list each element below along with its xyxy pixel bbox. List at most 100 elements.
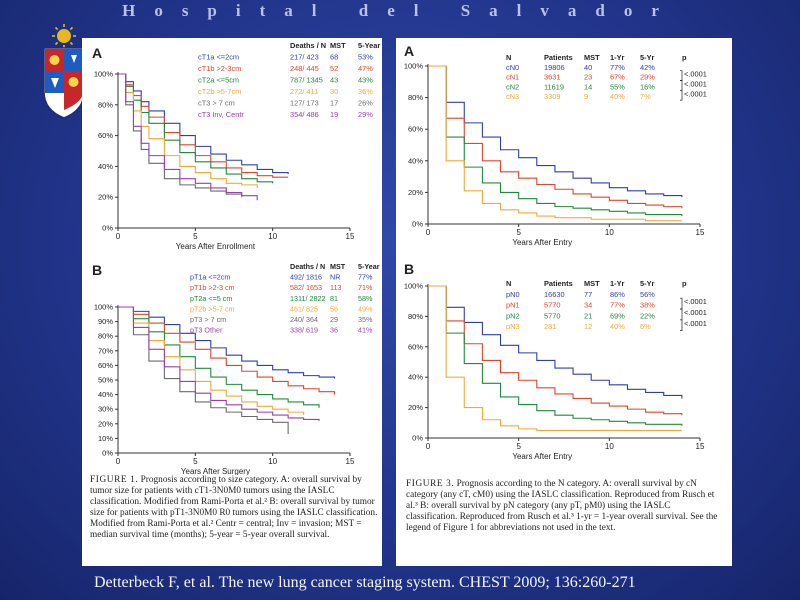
y-tick-label: 30%: [98, 405, 113, 414]
figure-3b-chart: B 0% 20% 40% 60% 80% 100% 0 5 10 15 Years After Ent…: [404, 261, 707, 461]
x-tick-label: 5: [193, 457, 198, 466]
table-cell: 56%: [640, 290, 655, 299]
survival-curve-pt1a: [118, 306, 336, 379]
table-cell: 53%: [358, 53, 373, 62]
table-cell: 81: [330, 294, 338, 303]
hospital-crest-logo: [43, 24, 85, 119]
table-header: MST: [330, 262, 346, 271]
table-cell: 36%: [358, 87, 373, 96]
x-tick-label: 0: [116, 457, 121, 466]
table-cell: 113: [330, 283, 341, 292]
table-cell: 3309: [544, 92, 560, 101]
table-cell: 68: [330, 53, 338, 62]
table-cell: 77: [584, 290, 592, 299]
table-header: p: [682, 279, 687, 288]
x-tick-label: 15: [346, 232, 355, 241]
p-value-bracket: [680, 308, 683, 321]
x-tick-label: 15: [696, 442, 705, 451]
table-cell: 12: [584, 322, 592, 331]
table-cell: 29%: [640, 73, 655, 82]
table-cell: pT2b >5-7 cm: [190, 304, 235, 313]
table-cell: 582/ 1653: [290, 283, 322, 292]
table-cell: 35%: [358, 315, 373, 324]
x-axis-title: Years After Entry: [512, 452, 572, 461]
y-tick-label: 70%: [98, 346, 113, 355]
y-tick-label: 90%: [98, 317, 113, 326]
p-value-label: <.0001: [684, 319, 707, 328]
table-cell: 40%: [610, 322, 625, 331]
table-cell: 5770: [544, 301, 560, 310]
table-header: N: [506, 279, 511, 288]
figure-1-caption-label: FIGURE 1.: [90, 475, 139, 485]
x-tick-label: 0: [426, 442, 431, 451]
figure-3-caption-text: Prognosis according to the N category. A…: [406, 479, 718, 533]
shield-icon: [43, 47, 85, 119]
table-cell: 47%: [358, 64, 373, 73]
table-cell: 9: [584, 92, 588, 101]
table-cell: 30: [330, 87, 338, 96]
survival-curve-ct1a: [118, 73, 289, 175]
panel-letter: B: [92, 262, 102, 278]
table-cell: cT2b >5-7cm: [198, 87, 241, 96]
table-cell: 19806: [544, 63, 565, 72]
figure-3a-chart: A 0% 20% 40% 60% 80% 100% 0 5 10 15 Years After Ent…: [404, 43, 707, 247]
figure-1-caption: FIGURE 1. Prognosis according to size ca…: [90, 475, 378, 541]
table-cell: 29: [330, 315, 338, 324]
figure-1-panel: A 0% 20% 40% 60% 80% 100% 0 5 10 15 Years After Enr…: [82, 38, 382, 566]
x-tick-label: 5: [193, 232, 198, 241]
table-cell: pT2a <=5 cm: [190, 294, 232, 303]
table-cell: cT1a <=2cm: [198, 53, 239, 62]
figure-1-caption-text: Prognosis according to size category. A:…: [90, 475, 378, 540]
y-tick-label: 40%: [408, 373, 423, 382]
table-cell: 49%: [358, 304, 373, 313]
table-header: 1-Yr: [610, 279, 625, 288]
table-header: 1-Yr: [610, 53, 625, 62]
table-cell: cN0: [506, 63, 519, 72]
y-tick-label: 80%: [408, 93, 423, 102]
table-cell: 77%: [358, 273, 373, 282]
x-axis-title: Years After Entry: [512, 238, 572, 247]
table-cell: pT1b >2-3 cm: [190, 283, 235, 292]
citation: Detterbeck F, et al. The new lung cancer…: [94, 574, 636, 591]
survival-curve-ct3: [118, 73, 258, 201]
p-value-label: <.0001: [684, 297, 707, 306]
p-value-label: <.0001: [684, 70, 707, 79]
y-tick-label: 80%: [98, 100, 113, 109]
table-header: 5-Yr: [640, 53, 655, 62]
survival-curve-pn0: [428, 285, 683, 399]
y-tick-label: 40%: [408, 156, 423, 165]
x-tick-label: 10: [268, 457, 277, 466]
panel-letter: A: [404, 43, 414, 59]
table-header: 5-Yr: [640, 279, 655, 288]
table-cell: 492/ 1816: [290, 273, 322, 282]
p-value-bracket: [680, 80, 683, 91]
x-axis-title: Years After Surgery: [181, 467, 250, 475]
table-header: Patients: [544, 53, 573, 62]
table-header: MST: [330, 41, 346, 50]
y-tick-label: 80%: [408, 312, 423, 321]
y-tick-label: 60%: [408, 125, 423, 134]
table-header: N: [506, 53, 511, 62]
survival-curve-pt3: [118, 306, 320, 421]
table-cell: cN1: [506, 73, 519, 82]
table-cell: 338/ 619: [290, 326, 318, 335]
table-cell: 787/ 1345: [290, 76, 323, 85]
survival-curve-pn3: [428, 285, 682, 431]
survival-curve-pn1: [428, 285, 683, 416]
x-tick-label: 10: [605, 442, 614, 451]
table-cell: 55%: [610, 82, 625, 91]
y-tick-label: 20%: [98, 193, 113, 202]
table-cell: cT2a <=5cm: [198, 76, 239, 85]
y-tick-label: 20%: [98, 419, 113, 428]
table-cell: pN2: [506, 311, 520, 320]
table-cell: 69%: [610, 311, 625, 320]
table-header: 5-Year: [358, 262, 380, 271]
table-cell: 56: [330, 304, 338, 313]
table-cell: 281: [544, 322, 556, 331]
survival-curve-pt1b: [118, 306, 336, 395]
x-tick-label: 5: [516, 442, 521, 451]
table-cell: 127/ 173: [290, 99, 319, 108]
survival-curve-cn0: [428, 65, 683, 198]
table-cell: 67%: [610, 73, 625, 82]
table-cell: 461/ 825: [290, 304, 318, 313]
